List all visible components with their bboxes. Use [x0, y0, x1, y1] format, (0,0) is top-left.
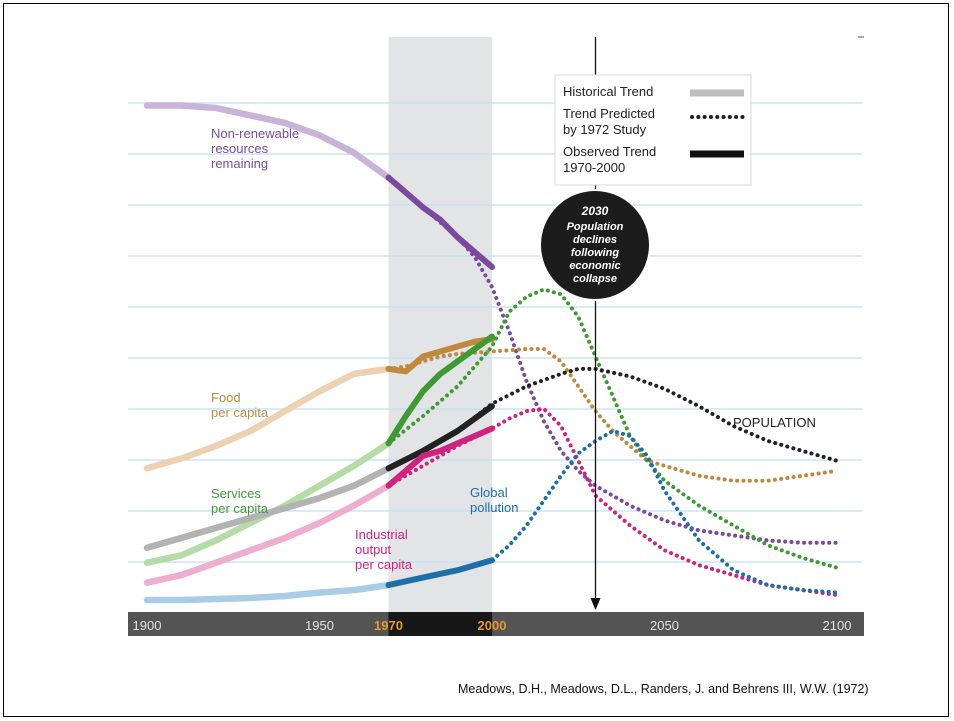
observed-line-non-renewable-resources-remaining — [385, 174, 495, 270]
callout-circle — [539, 189, 651, 301]
historical-band — [388, 37, 492, 612]
x-tick-label-1950: 1950 — [305, 618, 334, 633]
predicted-line-non-renewable-resources-remaining — [386, 175, 839, 545]
callout-text-line: collapse — [573, 273, 617, 285]
callout-text-line: Population — [567, 221, 624, 233]
observed-line-food-per-capita — [385, 336, 495, 375]
legend-label-2: Trend Predicted by 1972 Study — [563, 106, 655, 137]
x-axis-band-highlight — [388, 612, 492, 636]
citation: Meadows, D.H., Meadows, D.L., Randers, J… — [458, 682, 869, 696]
predicted-line-food-per-capita — [386, 347, 839, 483]
historical-line-population — [143, 465, 392, 552]
slide-frame — [3, 3, 949, 717]
x-tick-label-2000: 2000 — [478, 618, 507, 633]
callout-text-line: declines — [573, 234, 617, 246]
observed-line-industrial-output-per-capita — [385, 425, 495, 489]
observed-line-population — [385, 403, 495, 472]
series-label-population: POPULATION — [733, 415, 816, 430]
callout-text-line: economic — [569, 260, 620, 272]
historical-line-industrial-output-per-capita — [143, 482, 392, 586]
series-labels: Non-renewable resources remaining Food per c… — [211, 126, 816, 572]
marker-arrow — [590, 598, 601, 610]
callout-year: 2030 — [581, 204, 609, 218]
series-label-food-per-capita: Food per capita — [211, 390, 269, 420]
historical-line-global-pollution — [143, 581, 392, 604]
observed-line-services-per-capita — [385, 333, 495, 447]
observed-line-global-pollution — [385, 557, 495, 589]
x-axis-bar — [128, 612, 864, 636]
marker-callout: 2030 Populationdeclinesfollowingeconomicc… — [539, 189, 651, 301]
x-tick-label-2050: 2050 — [650, 618, 679, 633]
historical-line-food-per-capita — [143, 365, 392, 472]
legend-label-1: Historical Trend — [563, 84, 653, 99]
x-tick-label-1970: 1970 — [374, 618, 403, 633]
series-label-non-renewable-resources-remaining: Non-renewable resources remaining — [211, 126, 299, 171]
series-label-services-per-capita: Services per capita — [211, 486, 269, 516]
callout-text-line: following — [571, 247, 620, 259]
series-label-industrial-output-per-capita: Industrial output per capita — [355, 527, 413, 572]
legend: Historical Trend Trend Predicted by 1972 S… — [554, 74, 752, 186]
series-label-global-pollution: Global pollution — [470, 485, 518, 515]
legend-label-3: Observed Trend 1970-2000 — [563, 144, 656, 175]
x-tick-label-2100: 2100 — [823, 618, 852, 633]
historical-line-non-renewable-resources-remaining — [143, 102, 392, 181]
x-tick-label-1900: 1900 — [133, 618, 162, 633]
